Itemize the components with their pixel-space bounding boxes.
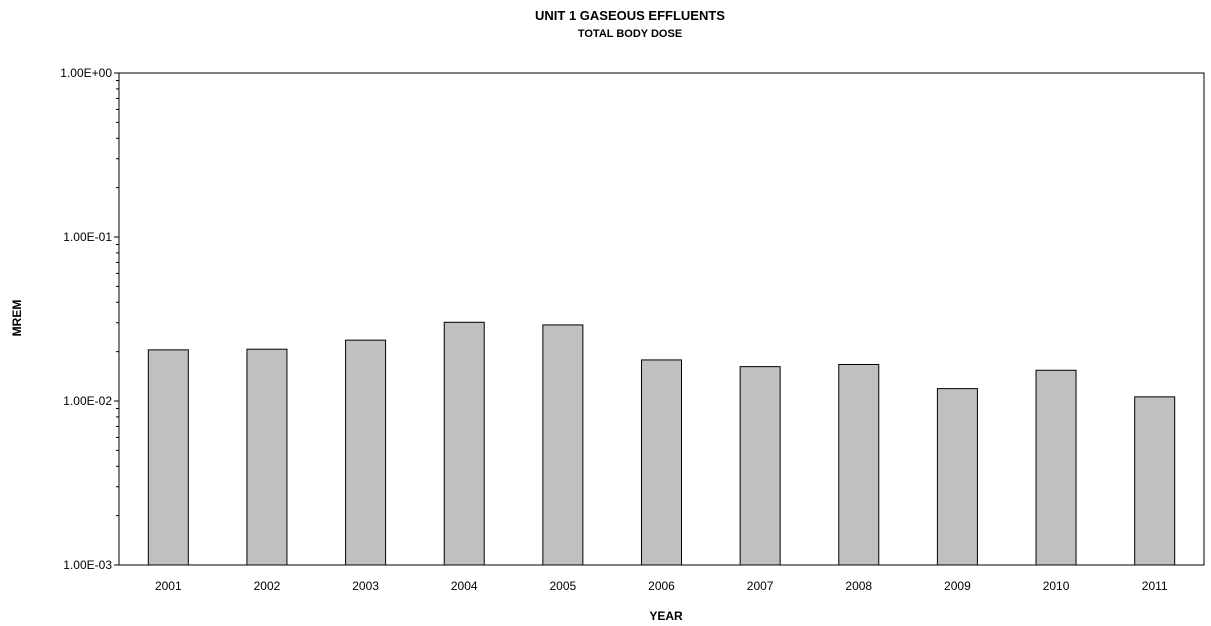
chart-title: UNIT 1 GASEOUS EFFLUENTS bbox=[535, 8, 725, 23]
x-tick-label: 2011 bbox=[1142, 579, 1168, 593]
x-tick-label: 2007 bbox=[747, 579, 774, 593]
x-tick-label: 2003 bbox=[352, 579, 379, 593]
y-tick-label: 1.00E-02 bbox=[63, 394, 112, 408]
x-tick-label: 2006 bbox=[648, 579, 675, 593]
plot-area: 2001 2002 2003 2004 2005 2006 2007 2008 2009 2010… bbox=[60, 66, 1205, 593]
x-tick-label: 2009 bbox=[944, 579, 971, 593]
bar bbox=[1035, 369, 1077, 566]
bar bbox=[246, 348, 288, 566]
x-tick-label: 2005 bbox=[550, 579, 577, 593]
bar bbox=[542, 324, 584, 566]
y-tick-label: 1.00E-03 bbox=[63, 558, 112, 572]
y-tick-label: 1.00E-01 bbox=[63, 230, 112, 244]
x-tick-label: 2002 bbox=[254, 579, 281, 593]
y-axis-title: MREM bbox=[10, 300, 24, 337]
bar bbox=[838, 363, 880, 566]
bar bbox=[1134, 396, 1176, 566]
bar bbox=[936, 388, 978, 566]
x-tick-label: 2008 bbox=[845, 579, 872, 593]
bar bbox=[443, 321, 485, 566]
bar bbox=[147, 349, 189, 566]
x-tick-label: 2001 bbox=[155, 579, 182, 593]
chart-subtitle: TOTAL BODY DOSE bbox=[578, 28, 682, 40]
x-axis-title: YEAR bbox=[649, 609, 683, 623]
bar bbox=[345, 339, 387, 566]
x-tick-label: 2004 bbox=[451, 579, 478, 593]
bar bbox=[739, 366, 781, 566]
bar bbox=[641, 359, 682, 566]
y-tick-label: 1.00E+00 bbox=[60, 66, 112, 80]
x-tick-label: 2010 bbox=[1043, 579, 1070, 593]
